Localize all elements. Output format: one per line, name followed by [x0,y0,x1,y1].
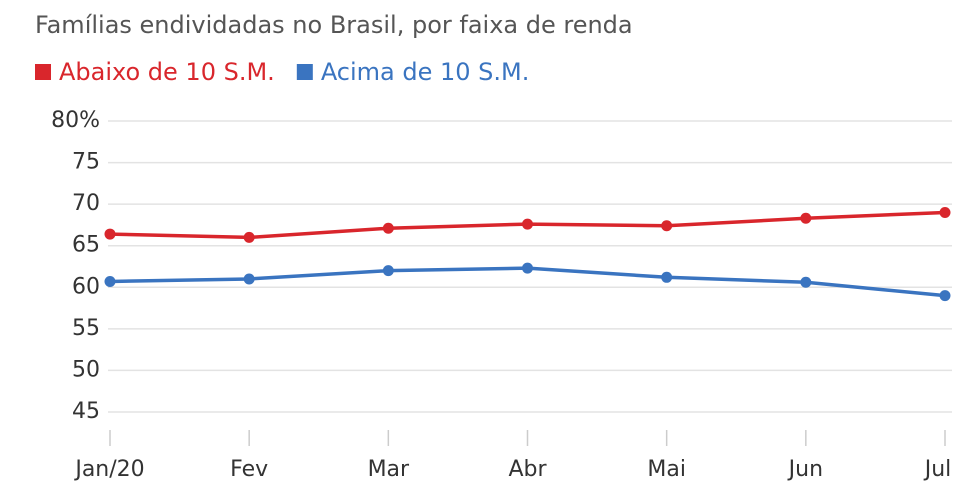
point [522,218,533,230]
x-tick-label: Jun [787,457,823,481]
point [800,212,812,224]
point [243,231,255,243]
x-tick-label: Jan/20 [73,457,144,481]
legend-swatch [35,64,51,80]
point [104,228,116,240]
x-tick-label: Mai [647,457,686,481]
point [939,290,951,302]
y-tick-label: 80% [51,108,100,133]
point [104,275,116,287]
y-tick-label: 60 [72,274,100,299]
y-tick-label: 70 [72,191,100,216]
x-tick-label: Mar [368,457,410,481]
y-tick-label: 45 [72,399,100,424]
y-tick-label: 50 [72,357,100,382]
point [661,220,673,232]
x-tick-label: Abr [508,457,547,481]
x-tick-label: Jul [923,457,952,481]
chart-title: Famílias endividadas no Brasil, por faix… [35,11,633,39]
point [661,271,673,283]
x-tick-label: Fev [230,457,268,481]
legend-label: Abaixo de 10 S.M. [59,58,275,86]
point [243,273,255,285]
y-tick-label: 75 [72,150,100,175]
point [939,206,951,218]
point [382,222,394,234]
y-tick-label: 55 [72,316,100,341]
legend-label: Acima de 10 S.M. [321,58,530,86]
point [800,276,812,288]
point [522,262,533,274]
point [382,265,394,277]
y-tick-label: 65 [72,233,100,258]
legend-swatch [296,64,313,80]
